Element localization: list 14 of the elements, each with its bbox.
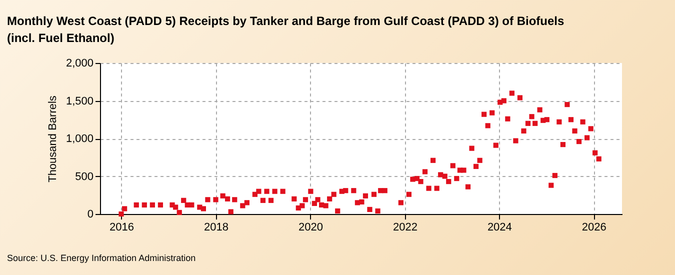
y-tick-label: 0 xyxy=(87,208,94,220)
y-tick-label: 1,500 xyxy=(66,95,94,108)
chart-title: Monthly West Coast (PADD 5) Receipts by Tanker and Barge from Gulf Coast (PADD 3) of Biofuels (incl. Fuel Ethanol) xyxy=(7,14,565,45)
x-tick-label: 2024 xyxy=(487,222,512,234)
x-tick-label: 2016 xyxy=(110,222,134,234)
x-tick-label: 2026 xyxy=(582,222,606,234)
x-tick-label: 2020 xyxy=(298,222,323,234)
x-tick-label: 2018 xyxy=(204,222,228,234)
y-tick-label: 2,000 xyxy=(66,58,94,70)
y-axis-title: Thousand Barrels xyxy=(46,95,59,182)
source-note: Source: U.S. Energy Information Administration xyxy=(7,253,196,263)
y-tick-label: 1,000 xyxy=(66,133,94,145)
x-tick-label: 2022 xyxy=(392,222,418,234)
y-tick-label: 500 xyxy=(75,170,94,183)
